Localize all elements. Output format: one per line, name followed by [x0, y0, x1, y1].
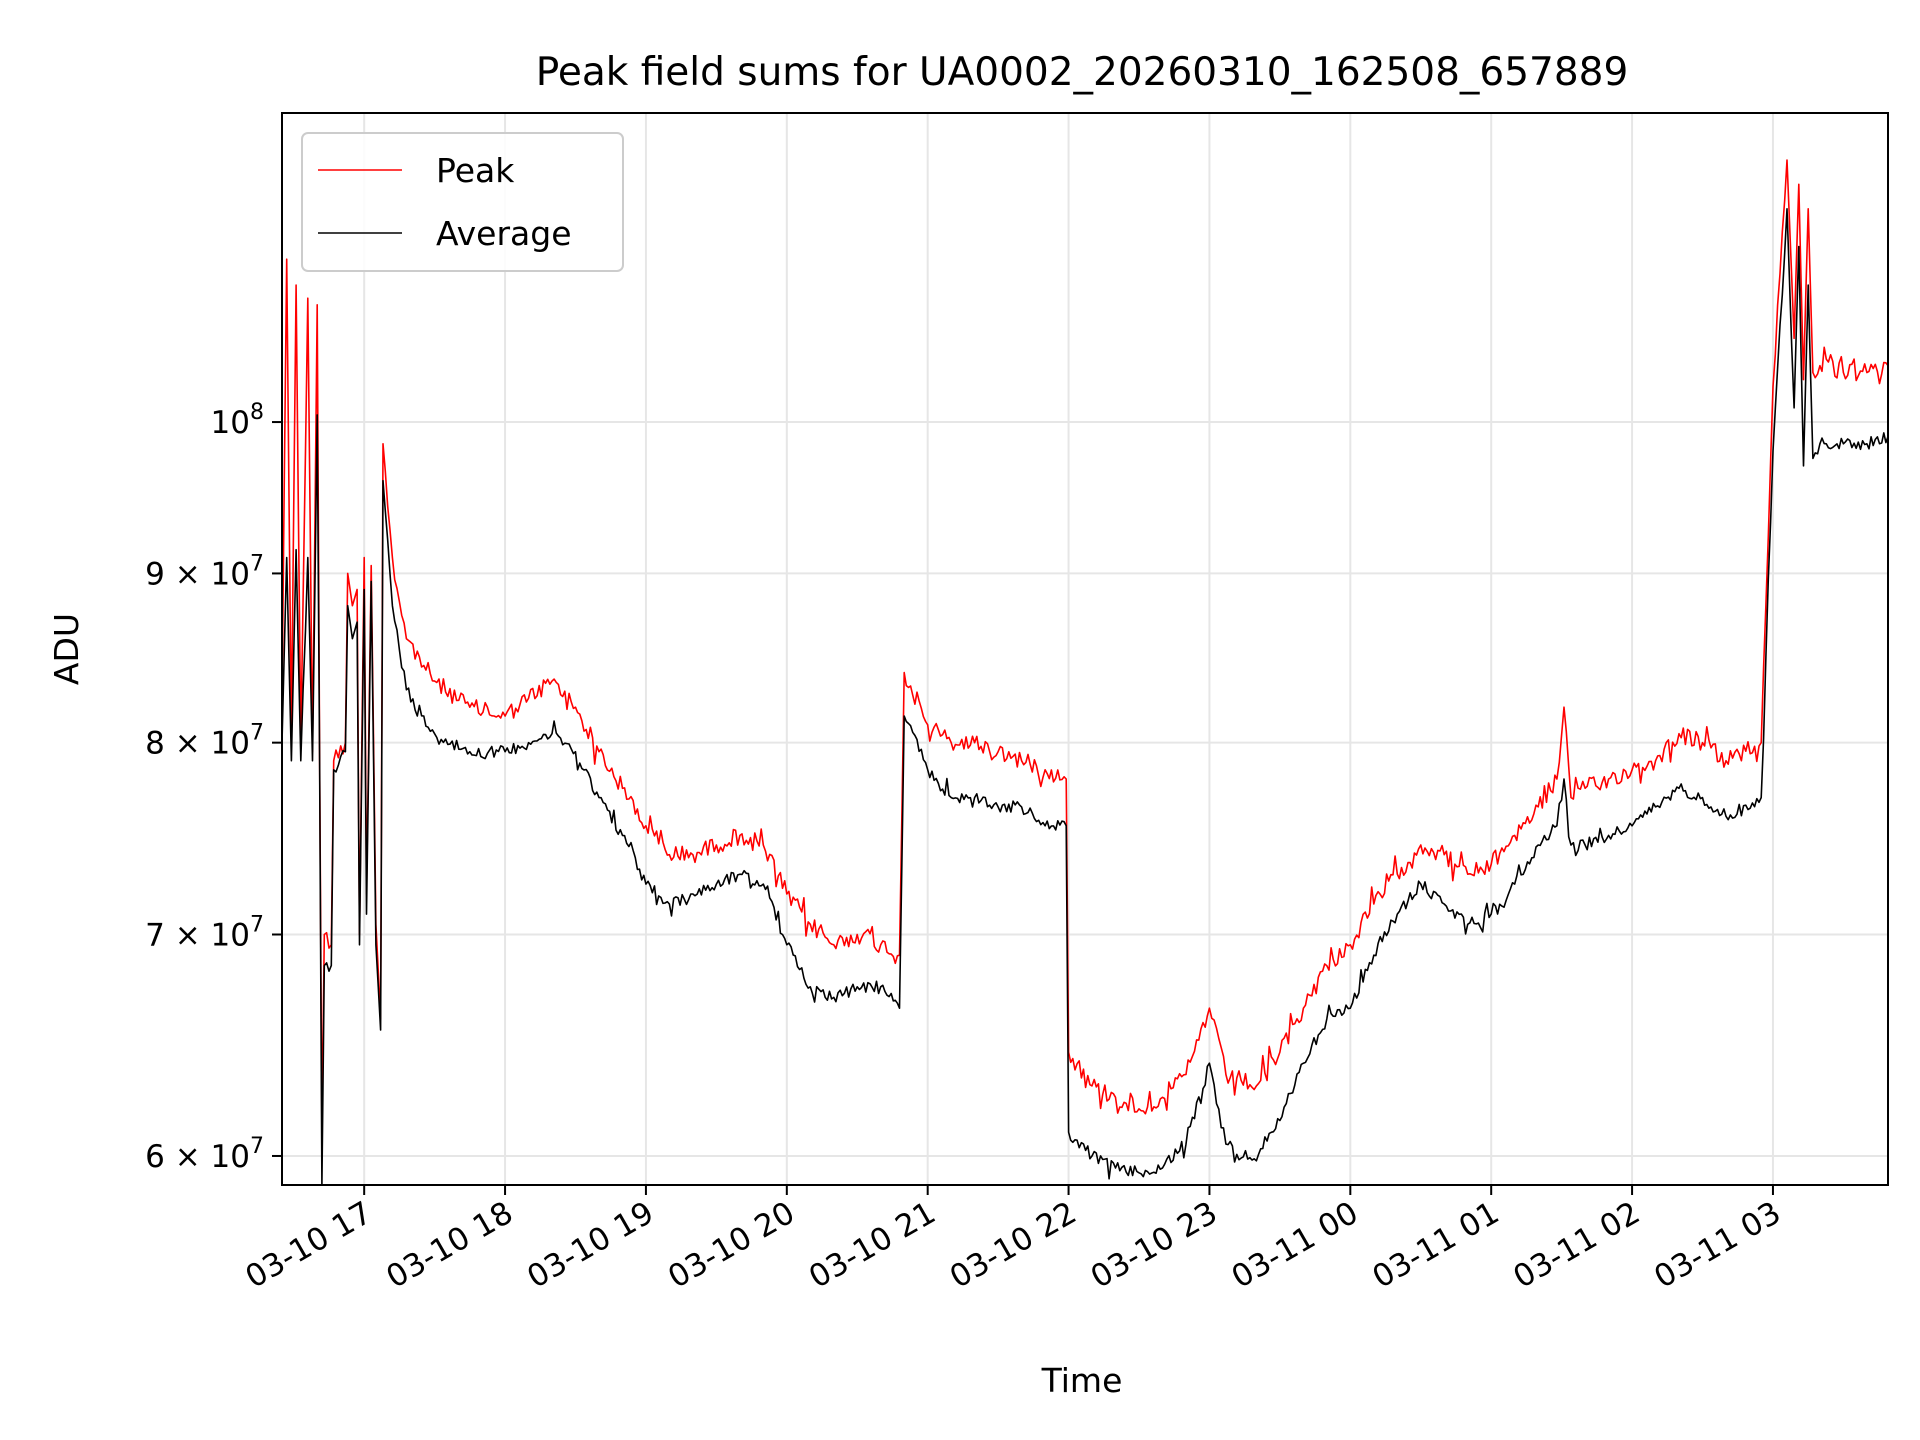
y-tick-label: 108 — [211, 400, 264, 441]
grid-lines — [282, 113, 1888, 1185]
legend: Peak Average — [301, 132, 624, 272]
x-axis-label: Time — [1041, 1361, 1123, 1400]
y-tick-label: 9 × 107 — [145, 551, 264, 592]
plot-frame — [281, 112, 1889, 1186]
series-line-average — [282, 208, 1888, 1185]
series-layer — [282, 159, 1888, 1185]
y-tick-label: 6 × 107 — [145, 1134, 264, 1175]
y-axis: 6 × 107 7 × 107 8 × 107 9 × 107 108 — [145, 400, 282, 1175]
y-axis-label: ADU — [47, 613, 86, 685]
y-tick-label: 7 × 107 — [145, 913, 264, 954]
legend-label-average: Average — [436, 214, 572, 253]
legend-label-peak: Peak — [436, 151, 515, 190]
series-line-peak — [282, 159, 1888, 1133]
y-tick-label: 8 × 107 — [145, 721, 264, 762]
chart-title: Peak field sums for UA0002_20260310_1625… — [536, 50, 1629, 95]
legend-box — [301, 132, 624, 272]
